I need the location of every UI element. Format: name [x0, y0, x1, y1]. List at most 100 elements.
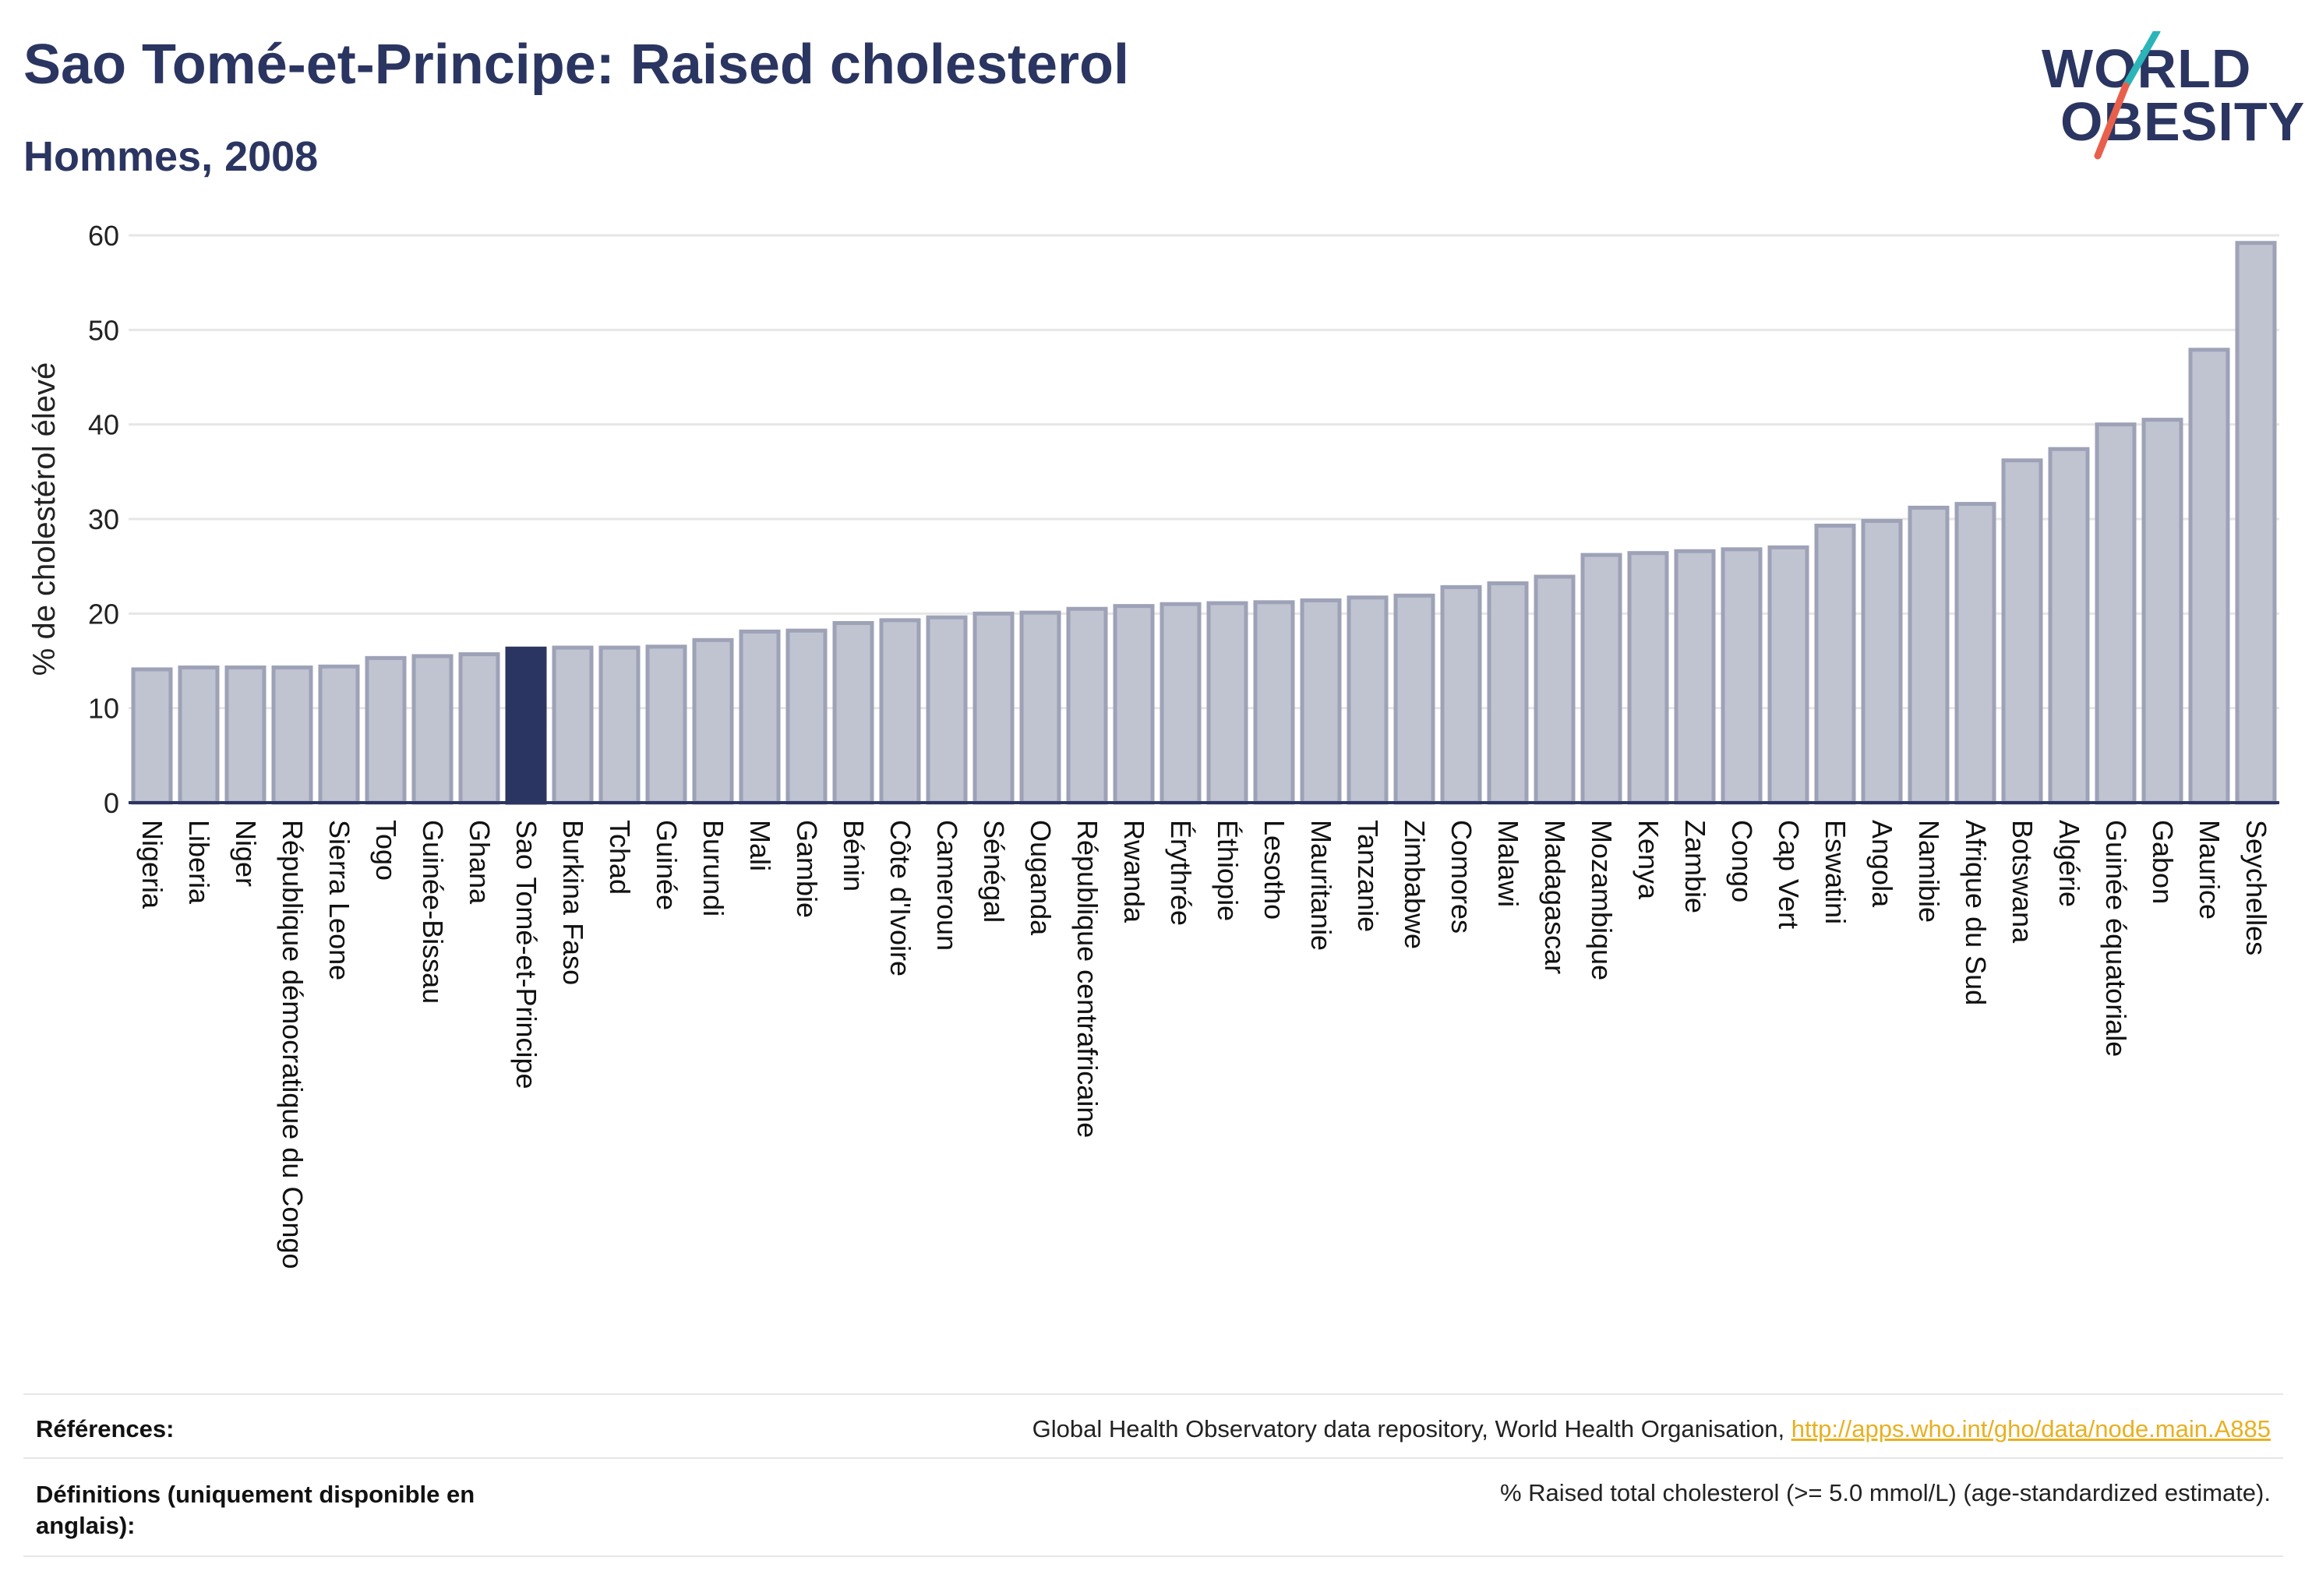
bar-chart: 0 10 20 30 40 50 60 % de cholestérol élevé Niger…: [27, 220, 2279, 1269]
bar[interactable]: [1767, 545, 1809, 805]
bar[interactable]: [411, 654, 454, 805]
x-tick-label: Namibie: [1913, 820, 1945, 923]
x-tick-label: Ouganda: [1025, 820, 1057, 936]
x-tick-label: Madagascar: [1539, 820, 1571, 974]
y-tick-label: 30: [88, 503, 119, 535]
bar[interactable]: [1347, 595, 1389, 805]
bar[interactable]: [1253, 600, 1295, 805]
x-tick-label: Botswana: [2007, 820, 2038, 944]
references-link[interactable]: http://apps.who.int/gho/data/node.main.A…: [1791, 1415, 2271, 1442]
bar[interactable]: [2235, 241, 2277, 805]
x-tick-label: Côte d'Ivoire: [884, 820, 916, 976]
bar[interactable]: [1861, 518, 1903, 805]
y-tick-label: 20: [88, 598, 119, 630]
y-tick-label: 50: [88, 314, 119, 346]
bar[interactable]: [1300, 598, 1342, 805]
bar[interactable]: [178, 665, 220, 805]
x-tick-label: Nigeria: [136, 820, 168, 909]
bar[interactable]: [692, 637, 734, 805]
references-value: Global Health Observatory data repositor…: [1032, 1415, 2271, 1443]
bar[interactable]: [318, 664, 360, 805]
x-tick-label: Érythrée: [1165, 820, 1197, 926]
bar[interactable]: [271, 665, 313, 805]
x-tick-label: Kenya: [1633, 820, 1664, 900]
bar[interactable]: [2188, 348, 2230, 805]
bar[interactable]: [785, 628, 828, 805]
x-tick-label: Maurice: [2194, 820, 2226, 920]
x-tick-label: Seychelles: [2240, 820, 2272, 955]
x-tick-label: Niger: [230, 820, 262, 887]
bar[interactable]: [2001, 458, 2043, 805]
bar[interactable]: [552, 645, 594, 805]
x-tick-label: Togo: [370, 820, 402, 881]
chart-title: Sao Tomé-et-Principe: Raised cholesterol: [23, 34, 1130, 96]
bar[interactable]: [1627, 551, 1669, 805]
x-tick-label: Cap Vert: [1773, 820, 1805, 929]
bar[interactable]: [2048, 447, 2090, 805]
definitions-label: Définitions (uniquement disponible en an…: [36, 1481, 475, 1539]
y-tick-label: 0: [104, 787, 119, 819]
x-tick-label: Afrique du Sud: [1960, 820, 1992, 1005]
bar[interactable]: [1393, 593, 1435, 805]
bar[interactable]: [1721, 547, 1763, 805]
x-tick-label: Cameroun: [931, 820, 963, 951]
references-row: Références: Global Health Observatory da…: [23, 1393, 2283, 1459]
bar[interactable]: [1534, 574, 1576, 805]
bar[interactable]: [458, 652, 500, 805]
bar[interactable]: [505, 646, 547, 805]
x-tick-label: Rwanda: [1118, 820, 1150, 923]
x-tick-label: Comores: [1445, 820, 1477, 934]
x-tick-label: Lesotho: [1258, 820, 1290, 920]
world-obesity-logo: WORLD OBESITY: [2026, 31, 2304, 164]
bar[interactable]: [224, 665, 267, 805]
bar[interactable]: [1814, 523, 1856, 805]
bar[interactable]: [131, 667, 173, 805]
x-tick-label: Liberia: [183, 820, 215, 905]
definitions-text: % Raised total cholesterol (>= 5.0 mmol/…: [1499, 1479, 2271, 1506]
x-tick-label: Burundi: [697, 820, 729, 916]
bar[interactable]: [926, 615, 968, 805]
bar[interactable]: [645, 644, 687, 805]
x-tick-label: Malawi: [1492, 820, 1524, 907]
x-tick-label: Guinée équatoriale: [2100, 820, 2132, 1057]
bar[interactable]: [1954, 502, 1996, 805]
bar[interactable]: [1113, 604, 1155, 805]
x-tick-label: Sénégal: [978, 820, 1010, 923]
x-tick-label: Eswatini: [1820, 820, 1851, 924]
x-tick-label: Gabon: [2147, 820, 2179, 904]
x-tick-label: Burkina Faso: [557, 820, 589, 985]
bar[interactable]: [972, 611, 1015, 805]
bar[interactable]: [2095, 422, 2137, 805]
x-tick-label: Gambie: [791, 820, 823, 918]
bar[interactable]: [1019, 610, 1061, 805]
x-tick-label: Tanzanie: [1352, 820, 1384, 932]
x-tick-label: Sierra Leone: [323, 820, 355, 980]
bar[interactable]: [1066, 606, 1108, 805]
x-tick-label: Guinée-Bissau: [417, 820, 449, 1004]
x-tick-label: Tchad: [604, 820, 636, 895]
y-tick-label: 40: [88, 409, 119, 441]
bar[interactable]: [598, 645, 641, 805]
x-tick-label: Zambie: [1679, 820, 1711, 913]
x-tick-label: République démocratique du Congo: [277, 820, 309, 1269]
bar[interactable]: [1908, 505, 1950, 805]
x-tick-label: Mauritanie: [1305, 820, 1337, 951]
y-axis-label: % de cholestérol élevé: [27, 362, 62, 676]
bar[interactable]: [1674, 549, 1716, 805]
references-label: Références:: [36, 1415, 175, 1442]
bar[interactable]: [879, 618, 921, 805]
definitions-row: Définitions (uniquement disponible en an…: [23, 1457, 2283, 1557]
bar[interactable]: [365, 655, 407, 805]
bar[interactable]: [1580, 553, 1622, 805]
references-text: Global Health Observatory data repositor…: [1032, 1415, 1791, 1442]
chart-subtitle: Hommes, 2008: [23, 133, 319, 180]
bar[interactable]: [1487, 581, 1529, 805]
x-tick-label: Zimbabwe: [1399, 820, 1431, 949]
x-tick-label: Éthiopie: [1212, 820, 1244, 921]
bar[interactable]: [739, 629, 781, 805]
bar[interactable]: [1440, 584, 1482, 805]
bar[interactable]: [1160, 602, 1202, 805]
bar[interactable]: [832, 620, 874, 805]
bar[interactable]: [1206, 601, 1248, 805]
bar[interactable]: [2141, 418, 2183, 805]
